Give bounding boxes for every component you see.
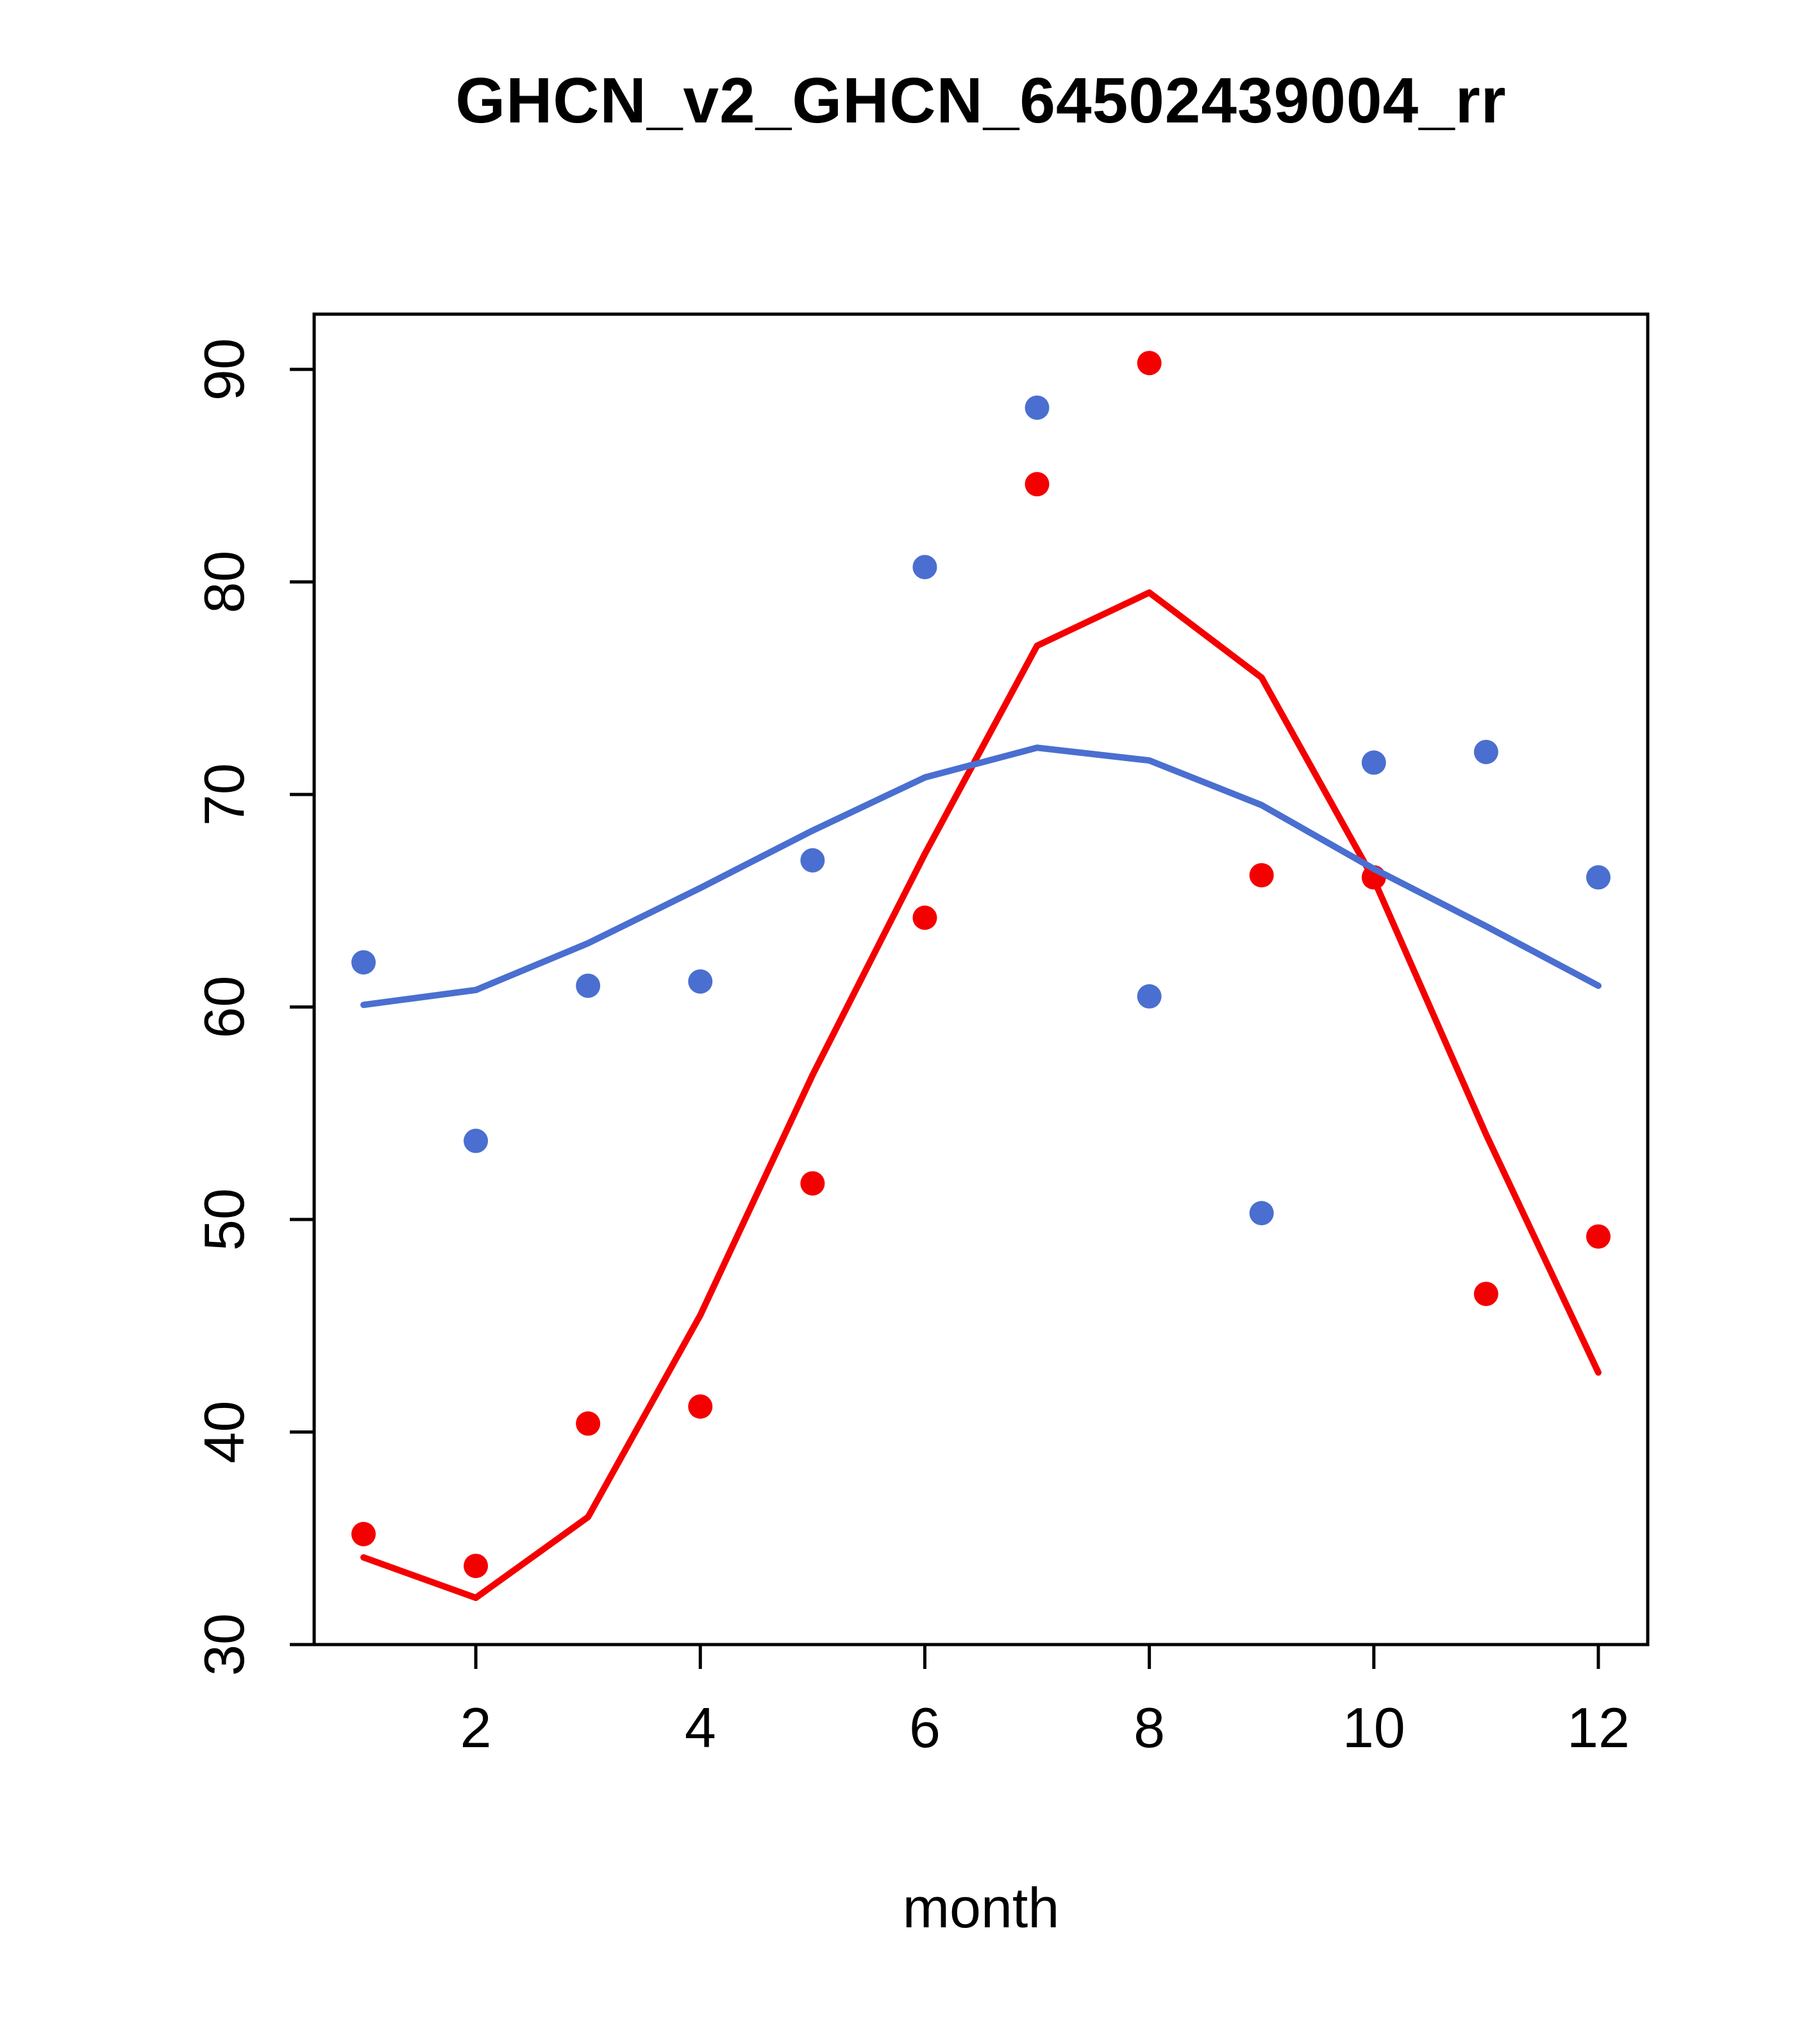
x-tick-label: 12 xyxy=(1567,1696,1630,1759)
blue-points xyxy=(576,973,601,998)
blue-points xyxy=(351,950,376,975)
red-points xyxy=(464,1554,489,1579)
red-points xyxy=(800,1171,825,1196)
blue-points xyxy=(800,848,825,873)
x-tick-label: 6 xyxy=(909,1696,941,1759)
red-line xyxy=(360,589,1602,1602)
red-points xyxy=(1025,472,1050,497)
blue-line xyxy=(360,744,1602,1009)
chart-title: GHCN_v2_GHCN_64502439004_rr xyxy=(455,65,1507,137)
red-points xyxy=(1137,351,1162,376)
blue-points xyxy=(1473,739,1498,764)
blue-points xyxy=(1361,750,1386,775)
y-tick-label: 40 xyxy=(192,1401,256,1464)
y-tick-label: 30 xyxy=(192,1613,256,1676)
blue-points xyxy=(1586,865,1611,890)
plot-box xyxy=(312,312,1650,1646)
red-points xyxy=(351,1521,376,1546)
y-tick-label: 90 xyxy=(192,338,256,401)
blue-points xyxy=(912,555,937,580)
y-tick-label: 80 xyxy=(192,551,256,614)
red-points xyxy=(1249,863,1274,888)
red-points xyxy=(1473,1282,1498,1307)
blue-points xyxy=(1025,395,1050,420)
y-tick-label: 50 xyxy=(192,1188,256,1251)
blue-points xyxy=(1137,984,1162,1009)
red-points xyxy=(1586,1224,1611,1249)
blue-points xyxy=(688,969,713,994)
x-tick-label: 8 xyxy=(1134,1696,1165,1759)
x-axis-label: month xyxy=(902,1876,1060,1939)
blue-points xyxy=(1249,1201,1274,1226)
red-points xyxy=(688,1394,713,1419)
blue-points xyxy=(464,1128,489,1153)
x-tick-label: 4 xyxy=(685,1696,716,1759)
x-tick-label: 2 xyxy=(460,1696,492,1759)
y-tick-label: 70 xyxy=(192,763,256,826)
red-points xyxy=(576,1411,601,1436)
y-tick-label: 60 xyxy=(192,976,256,1039)
red-points xyxy=(912,905,937,930)
x-tick-label: 10 xyxy=(1343,1696,1405,1759)
